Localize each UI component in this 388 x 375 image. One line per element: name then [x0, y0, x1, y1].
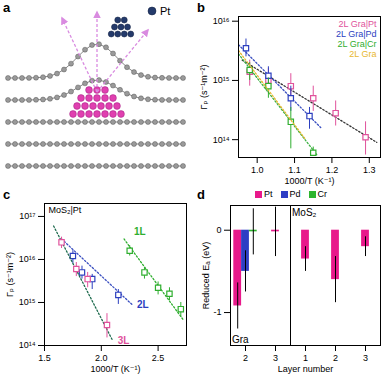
svg-text:10¹⁴: 10¹⁴: [213, 135, 230, 145]
svg-text:MoS₂: MoS₂: [292, 207, 317, 218]
svg-text:2.5: 2.5: [152, 353, 165, 363]
svg-text:2.0: 2.0: [95, 353, 108, 363]
svg-text:3: 3: [273, 353, 278, 363]
svg-text:1.3: 1.3: [363, 165, 376, 175]
html-text:Cr: Cr: [317, 189, 327, 199]
svg-text:-1: -1: [213, 307, 221, 317]
svg-text:10¹⁴: 10¹⁴: [19, 340, 36, 350]
svg-text:MoS₂|Pt: MoS₂|Pt: [49, 205, 82, 215]
svg-text:2L Gra|Pd: 2L Gra|Pd: [336, 29, 377, 39]
svg-text:1: 1: [303, 353, 308, 363]
svg-text:2L: 2L: [137, 299, 149, 310]
svg-text:1.0: 1.0: [251, 165, 264, 175]
svg-text:1.2: 1.2: [326, 165, 339, 175]
svg-text:Γₚ (s⁻¹m⁻²): Γₚ (s⁻¹m⁻²): [5, 252, 15, 297]
svg-text:10¹⁷: 10¹⁷: [19, 211, 35, 221]
svg-text:3L: 3L: [118, 335, 130, 346]
svg-text:Reduced Eₐ (eV): Reduced Eₐ (eV): [201, 242, 211, 309]
html-text:Pt: Pt: [264, 189, 273, 199]
svg-text:2L Gra|Pt: 2L Gra|Pt: [338, 19, 377, 29]
html-text:a: a: [3, 0, 11, 15]
svg-text:1000/T (K⁻¹): 1000/T (K⁻¹): [90, 364, 140, 374]
html-text:d: d: [197, 187, 205, 202]
html-text:Pd: Pd: [289, 189, 301, 199]
svg-text:2L Gra|Cr: 2L Gra|Cr: [337, 39, 376, 49]
svg-text:10¹⁶: 10¹⁶: [213, 16, 230, 26]
svg-text:1L: 1L: [134, 226, 146, 237]
svg-text:Γₚ (s⁻¹m⁻²): Γₚ (s⁻¹m⁻²): [199, 65, 209, 110]
svg-text:10¹⁶: 10¹⁶: [19, 254, 36, 264]
svg-text:Gra: Gra: [232, 334, 249, 345]
svg-text:2: 2: [243, 353, 248, 363]
html-text:b: b: [197, 0, 205, 15]
svg-text:2: 2: [333, 353, 338, 363]
svg-text:10¹⁵: 10¹⁵: [19, 297, 36, 307]
svg-text:1000/T (K⁻¹): 1000/T (K⁻¹): [284, 176, 334, 186]
svg-text:Layer number: Layer number: [278, 364, 334, 374]
svg-text:3: 3: [363, 353, 368, 363]
svg-text:2L Gra: 2L Gra: [349, 49, 376, 59]
svg-text:0: 0: [216, 225, 221, 235]
svg-text:10¹⁵: 10¹⁵: [213, 75, 230, 85]
svg-text:Pt: Pt: [160, 5, 170, 17]
html-text:c: c: [3, 187, 11, 202]
svg-text:1.1: 1.1: [288, 165, 301, 175]
svg-text:1.5: 1.5: [38, 353, 51, 363]
